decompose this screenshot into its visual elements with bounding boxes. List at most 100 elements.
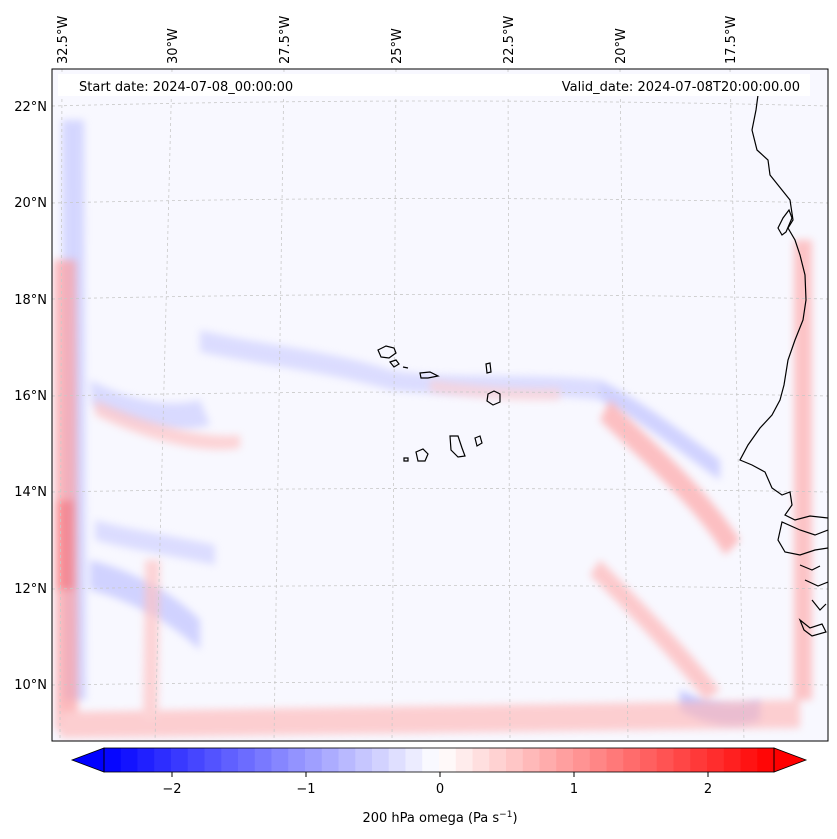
colorbar-segment bbox=[623, 748, 641, 772]
meridian-32-5w bbox=[59, 69, 63, 741]
colorbar-title: 200 hPa omega (Pa s−1) bbox=[362, 810, 517, 826]
lon-label-32-5w: 32.5°W bbox=[56, 16, 71, 64]
lon-label-22-5w: 22.5°W bbox=[502, 16, 517, 64]
parallel-16n bbox=[52, 391, 828, 397]
longitude-labels: 32.5°W 30°W 27.5°W 25°W 22.5°W 20°W 17.5… bbox=[56, 16, 739, 64]
cape-verde-sal bbox=[485, 362, 492, 374]
colorbar-title-sup: −1 bbox=[499, 810, 512, 820]
coastlines bbox=[377, 79, 828, 637]
meridian-25w bbox=[391, 69, 397, 741]
lat-label-18n: 18°N bbox=[14, 293, 47, 308]
colorbar-segment bbox=[422, 748, 440, 772]
parallel-22n bbox=[52, 100, 828, 107]
colorbar-segment bbox=[204, 748, 222, 772]
colorbar-segment bbox=[606, 748, 624, 772]
colorbar-segment bbox=[154, 748, 172, 772]
colorbar-segment bbox=[707, 748, 725, 772]
cbar-label-minus2: −2 bbox=[162, 782, 181, 797]
african-coast-south bbox=[777, 521, 828, 637]
header-strip bbox=[58, 74, 810, 96]
colorbar-segment bbox=[673, 748, 691, 772]
colorbar-segment bbox=[489, 748, 507, 772]
colorbar-segment bbox=[439, 748, 457, 772]
colorbar-segment bbox=[405, 748, 423, 772]
colorbar-segment bbox=[238, 748, 256, 772]
parallel-18n bbox=[52, 294, 828, 300]
colorbar-segment bbox=[589, 748, 608, 772]
lon-label-17-5w: 17.5°W bbox=[724, 16, 739, 64]
parallel-14n bbox=[52, 488, 828, 493]
negative-band-left-mid bbox=[95, 520, 215, 565]
colorbar-segment bbox=[254, 748, 273, 772]
parallel-20n bbox=[52, 198, 828, 204]
positive-band-diagonal-east bbox=[600, 400, 740, 555]
meridian-22-5w bbox=[507, 69, 511, 741]
cape-verde-brava bbox=[403, 457, 409, 462]
colorbar-segment bbox=[556, 748, 574, 772]
colorbar-title-end: ) bbox=[512, 811, 517, 826]
colorbar-segment bbox=[640, 748, 658, 772]
lat-label-16n: 16°N bbox=[14, 389, 47, 404]
lat-label-10n: 10°N bbox=[14, 678, 47, 693]
colorbar-segment bbox=[472, 748, 490, 772]
lat-label-20n: 20°N bbox=[14, 196, 47, 211]
colorbar-segment bbox=[137, 748, 155, 772]
colorbar-segment bbox=[757, 748, 775, 772]
meridian-20w bbox=[619, 69, 629, 741]
colorbar-segment bbox=[321, 748, 340, 772]
cape-verde-maio bbox=[474, 435, 483, 447]
colorbar-segment bbox=[723, 748, 742, 772]
positive-band-west-edge bbox=[54, 260, 78, 730]
colorbar-frame bbox=[103, 747, 775, 773]
colorbar-segment bbox=[104, 748, 122, 772]
cbar-label-0: 0 bbox=[436, 782, 444, 797]
colorbar-segment bbox=[271, 748, 289, 772]
cbar-label-1: 1 bbox=[570, 782, 578, 797]
colorbar-segment bbox=[656, 748, 675, 772]
positive-band-southeast bbox=[590, 560, 720, 700]
graticule bbox=[52, 69, 828, 741]
colorbar-segment bbox=[221, 748, 239, 772]
colorbar-segment bbox=[539, 748, 557, 772]
colorbar-extend-max bbox=[773, 747, 808, 773]
colorbar-segment bbox=[573, 748, 591, 772]
parallel-10n bbox=[52, 681, 828, 686]
colorbar-segment bbox=[355, 748, 373, 772]
lon-label-20w: 20°W bbox=[614, 28, 629, 64]
colorbar-extend-min bbox=[70, 747, 105, 773]
colorbar-segment bbox=[305, 748, 323, 772]
cbar-label-minus1: −1 bbox=[296, 782, 315, 797]
colorbar-ticks bbox=[171, 772, 709, 777]
meridian-30w bbox=[154, 69, 173, 741]
negative-band-east bbox=[600, 380, 720, 480]
lon-label-30w: 30°W bbox=[166, 28, 181, 64]
cape-verde-santo-antao bbox=[377, 345, 397, 359]
cape-verde-santa-luzia bbox=[402, 366, 409, 369]
colorbar-segment bbox=[506, 748, 524, 772]
colorbar-title-main: 200 hPa omega (Pa s bbox=[362, 811, 499, 826]
map-panel: Start date: 2024-07-08_00:00:00 Valid_da… bbox=[14, 16, 829, 742]
map-frame bbox=[51, 68, 829, 742]
colorbar-segments bbox=[104, 748, 775, 772]
positive-band-cv-east bbox=[430, 380, 560, 401]
cape-verde-sao-nicolau bbox=[419, 371, 440, 379]
cape-verde-sao-vicente bbox=[388, 359, 400, 368]
valid-date-text: Valid_date: 2024-07-08T20:00:00.00 bbox=[562, 80, 800, 95]
colorbar-segment bbox=[288, 748, 306, 772]
colorbar-segment bbox=[171, 748, 189, 772]
lat-label-14n: 14°N bbox=[14, 485, 47, 500]
cape-verde-fogo bbox=[415, 448, 429, 462]
latitude-labels: 22°N 20°N 18°N 16°N 14°N 12°N 10°N bbox=[14, 100, 47, 693]
lon-label-27-5w: 27.5°W bbox=[278, 16, 293, 64]
lat-label-12n: 12°N bbox=[14, 582, 47, 597]
parallel-12n bbox=[52, 585, 828, 590]
positive-band-east-edge bbox=[794, 240, 812, 700]
colorbar-segment bbox=[187, 748, 206, 772]
colorbar-segment bbox=[690, 748, 708, 772]
colorbar-segment bbox=[740, 748, 758, 772]
positive-band-south-edge bbox=[60, 700, 800, 738]
colorbar-segment bbox=[388, 748, 407, 772]
lat-label-22n: 22°N bbox=[14, 100, 47, 115]
african-coast bbox=[739, 79, 828, 521]
coast-inlet-north bbox=[777, 208, 793, 236]
